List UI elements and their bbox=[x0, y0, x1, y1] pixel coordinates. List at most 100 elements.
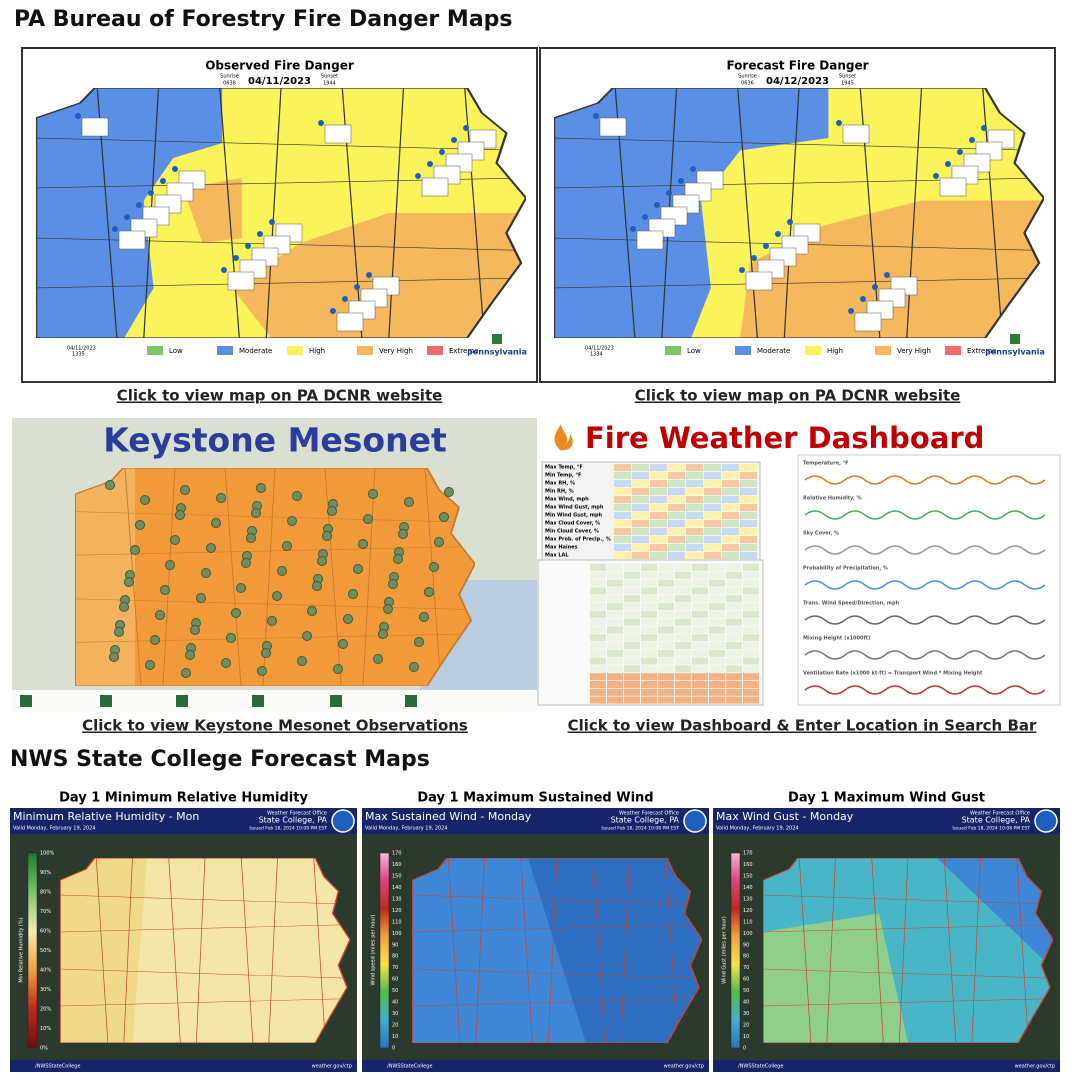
station-box bbox=[854, 312, 882, 332]
station-dot bbox=[444, 487, 454, 497]
station-dot bbox=[216, 493, 226, 503]
station-dot bbox=[388, 579, 398, 589]
scale-label: 30 bbox=[743, 1011, 749, 1017]
map-link[interactable]: Click to view map on PA DCNR website bbox=[117, 387, 443, 405]
scale-label: 20 bbox=[392, 1023, 398, 1029]
legend-label: Extreme bbox=[967, 347, 996, 355]
station-dot bbox=[231, 608, 241, 618]
cell bbox=[704, 536, 721, 543]
cell bbox=[590, 603, 606, 610]
scale-label: 150 bbox=[743, 873, 753, 879]
county-line bbox=[60, 968, 350, 979]
station-dot bbox=[124, 577, 134, 587]
station-dot bbox=[383, 604, 393, 614]
county-line bbox=[447, 858, 461, 1043]
regions bbox=[763, 858, 1053, 1043]
state-outline bbox=[75, 468, 475, 686]
county-line bbox=[60, 894, 350, 905]
cell bbox=[632, 488, 649, 495]
station-icon bbox=[860, 296, 866, 302]
scale-label: 60% bbox=[40, 929, 51, 935]
office: Weather Forecast Office bbox=[267, 811, 327, 817]
cell bbox=[650, 544, 667, 551]
cell bbox=[722, 552, 739, 559]
cell bbox=[722, 536, 739, 543]
station-dot bbox=[226, 633, 236, 643]
cell bbox=[709, 688, 725, 696]
cell bbox=[704, 544, 721, 551]
mesonet-link[interactable]: Click to view Keystone Mesonet Observati… bbox=[82, 717, 468, 735]
scale-label: 90 bbox=[743, 942, 749, 948]
cell bbox=[692, 642, 708, 649]
cell bbox=[692, 673, 708, 681]
legend-swatch bbox=[805, 346, 821, 355]
chart-line bbox=[804, 580, 1046, 590]
cell bbox=[607, 665, 623, 673]
county-line bbox=[36, 137, 526, 151]
cell bbox=[668, 536, 685, 543]
scale-label: 110 bbox=[392, 919, 402, 925]
state-fill bbox=[75, 468, 475, 686]
scale-bar bbox=[27, 852, 38, 1049]
cell bbox=[590, 626, 606, 634]
map-link[interactable]: Click to view map on PA DCNR website bbox=[635, 387, 961, 405]
station-dot bbox=[398, 529, 408, 539]
station-icon bbox=[836, 120, 842, 126]
county-line bbox=[60, 924, 350, 933]
cell bbox=[726, 571, 742, 579]
cell bbox=[624, 649, 640, 657]
station-dot bbox=[119, 602, 129, 612]
cell bbox=[709, 665, 725, 673]
cell bbox=[686, 496, 703, 503]
title-bar bbox=[362, 808, 709, 834]
cell bbox=[650, 512, 667, 519]
cell bbox=[675, 579, 691, 587]
station-dot bbox=[429, 562, 439, 572]
county-line bbox=[475, 858, 485, 1043]
partner-logo bbox=[330, 695, 342, 707]
cell bbox=[607, 696, 623, 704]
footer-bar bbox=[713, 1060, 1060, 1072]
cell bbox=[692, 571, 708, 579]
station-dot bbox=[373, 654, 383, 664]
chart-line bbox=[804, 545, 1046, 555]
map-image bbox=[75, 468, 475, 686]
cell bbox=[641, 603, 657, 610]
scale-label: 120 bbox=[743, 908, 753, 914]
cell bbox=[658, 595, 674, 603]
county-line bbox=[547, 858, 558, 1043]
cell bbox=[743, 626, 759, 634]
station-icon bbox=[75, 113, 81, 119]
scale-axis-label: Wind speed (miles per hour) bbox=[371, 914, 377, 985]
nws-map-title: Max Sustained Wind - Monday bbox=[365, 810, 532, 823]
county-line bbox=[268, 858, 278, 1043]
cell bbox=[590, 673, 606, 681]
station-icon bbox=[439, 149, 445, 155]
cell bbox=[709, 603, 725, 610]
cell bbox=[658, 642, 674, 649]
cell bbox=[709, 571, 725, 579]
scale-label: 0 bbox=[743, 1046, 746, 1052]
station-icon bbox=[969, 137, 975, 143]
cell bbox=[686, 472, 703, 479]
regions bbox=[528, 858, 702, 1043]
dashboard-link[interactable]: Click to view Dashboard & Enter Location… bbox=[568, 717, 1037, 735]
cell bbox=[726, 681, 742, 688]
cell bbox=[709, 610, 725, 618]
county-line bbox=[195, 858, 206, 1043]
cell bbox=[692, 696, 708, 704]
cell bbox=[607, 634, 623, 642]
cell bbox=[675, 603, 691, 610]
chart-label: Sky Cover, % bbox=[803, 531, 839, 537]
legend-swatch bbox=[735, 346, 751, 355]
station-dot bbox=[348, 589, 358, 599]
map-image bbox=[763, 858, 1053, 1043]
county-line bbox=[36, 277, 526, 289]
cell bbox=[743, 618, 759, 626]
cell bbox=[726, 595, 742, 603]
cell bbox=[743, 696, 759, 704]
station-icon bbox=[593, 113, 599, 119]
station-dot bbox=[317, 556, 327, 566]
cell bbox=[624, 595, 640, 603]
cell bbox=[686, 504, 703, 511]
